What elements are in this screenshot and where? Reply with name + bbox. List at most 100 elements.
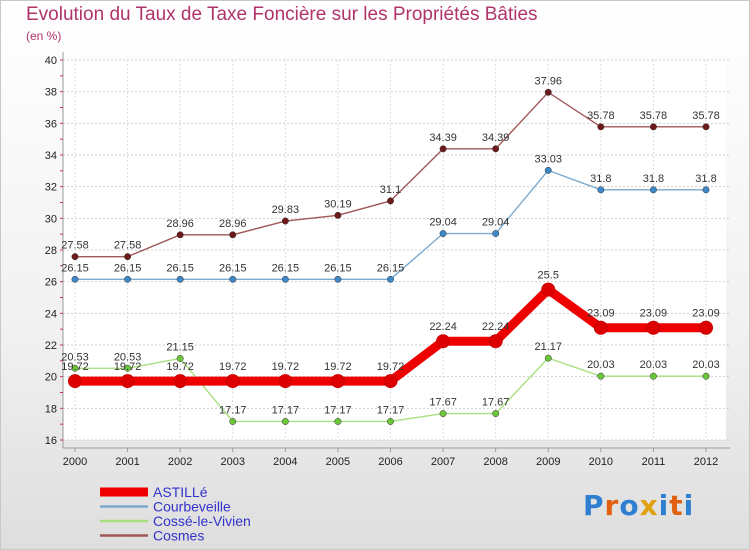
x-tick-label: 2008 <box>483 456 507 468</box>
series-point-2 <box>387 418 394 425</box>
series-point-0 <box>278 374 293 389</box>
series-point-3 <box>281 217 289 225</box>
data-label: 27.58 <box>61 240 89 252</box>
data-label: 26.15 <box>114 262 142 274</box>
data-label: 23.09 <box>692 308 720 320</box>
x-tick-label: 2000 <box>63 456 87 468</box>
series-point-1 <box>544 166 552 174</box>
data-label: 35.78 <box>640 110 668 122</box>
y-tick-label: 20 <box>45 372 57 384</box>
data-label: 20.53 <box>61 351 89 363</box>
series-point-3 <box>492 145 500 153</box>
series-point-2 <box>492 410 500 418</box>
y-tick-label: 18 <box>45 403 57 415</box>
series-point-0 <box>68 374 82 389</box>
series-point-1 <box>71 275 79 283</box>
series-point-0 <box>383 374 398 389</box>
data-label: 27.58 <box>114 240 142 252</box>
x-tick-label: 2002 <box>168 456 192 468</box>
series-point-3 <box>649 123 657 131</box>
series-point-1 <box>124 275 132 283</box>
data-label: 30.19 <box>324 198 352 210</box>
data-label: 26.15 <box>219 262 247 274</box>
y-tick-label: 28 <box>45 245 57 257</box>
series-point-2 <box>334 418 342 425</box>
series-point-0 <box>541 282 556 297</box>
legend-label: ASTILLé <box>153 484 208 500</box>
x-tick-label: 2001 <box>115 456 139 468</box>
series-point-1 <box>439 230 447 237</box>
series-point-1 <box>176 275 184 283</box>
data-label: 20.03 <box>587 359 615 371</box>
x-tick-label: 2005 <box>326 456 350 468</box>
data-label: 26.15 <box>377 262 405 274</box>
series-point-0 <box>646 320 661 335</box>
data-label: 19.72 <box>61 361 89 373</box>
x-tick-label: 2010 <box>589 456 613 468</box>
data-label: 19.72 <box>377 361 405 373</box>
data-label: 37.96 <box>534 75 562 87</box>
data-label: 26.15 <box>324 262 352 274</box>
proxiti-logo: Proxiti <box>583 489 694 522</box>
data-label: 31.1 <box>380 184 401 196</box>
data-label: 17.17 <box>272 404 300 416</box>
logo-letter: o <box>619 489 640 522</box>
legend-label: Courbeveille <box>153 499 231 515</box>
series-point-3 <box>124 253 132 261</box>
data-label: 35.78 <box>692 110 720 122</box>
data-label: 17.17 <box>324 404 352 416</box>
data-label: 19.72 <box>324 361 352 373</box>
y-tick-label: 36 <box>45 118 57 130</box>
data-label: 28.96 <box>166 218 194 230</box>
logo-letter: P <box>583 489 605 522</box>
data-label: 35.78 <box>587 110 615 122</box>
x-tick-label: 2007 <box>431 456 455 468</box>
series-point-0 <box>488 334 503 349</box>
chart-title: Evolution du Taux de Taxe Foncière sur l… <box>26 4 538 25</box>
logo-letter: x <box>639 489 659 522</box>
data-label: 29.04 <box>482 217 510 229</box>
series-point-2 <box>702 372 710 380</box>
series-point-1 <box>229 275 237 283</box>
series-point-1 <box>649 186 657 194</box>
y-tick-label: 34 <box>45 150 57 162</box>
series-point-1 <box>597 186 605 194</box>
x-tick-label: 2009 <box>536 456 560 468</box>
data-label: 29.04 <box>429 217 457 229</box>
series-point-1 <box>281 275 289 283</box>
x-tick-label: 2011 <box>642 456 666 468</box>
series-point-3 <box>439 145 447 153</box>
x-tick-label: 2003 <box>221 456 245 468</box>
series-point-3 <box>176 231 184 239</box>
series-point-0 <box>593 320 608 335</box>
series-point-1 <box>702 186 710 194</box>
data-label: 17.17 <box>219 404 247 416</box>
data-label: 19.72 <box>272 361 300 373</box>
data-label: 22.24 <box>482 321 510 333</box>
data-label: 23.09 <box>587 308 615 320</box>
data-label: 20.03 <box>692 359 720 371</box>
series-point-2 <box>124 364 132 372</box>
series-point-1 <box>387 275 394 283</box>
series-point-3 <box>597 123 605 131</box>
data-label: 34.39 <box>482 132 510 144</box>
data-label: 29.83 <box>272 204 300 216</box>
legend-label: Cosmes <box>153 528 204 544</box>
series-point-3 <box>229 231 237 239</box>
series-point-2 <box>439 410 447 418</box>
data-label: 26.15 <box>272 262 300 274</box>
data-label: 25.5 <box>538 270 559 282</box>
y-tick-label: 16 <box>45 435 57 447</box>
series-point-3 <box>334 211 342 219</box>
data-label: 26.15 <box>61 262 89 274</box>
series-point-2 <box>649 372 657 380</box>
data-label: 19.72 <box>166 361 194 373</box>
series-point-3 <box>71 253 79 261</box>
series-point-0 <box>436 334 451 349</box>
series-point-2 <box>176 355 184 362</box>
data-label: 33.03 <box>534 153 562 165</box>
x-tick-label: 2006 <box>378 456 402 468</box>
series-point-1 <box>334 275 342 283</box>
series-point-3 <box>544 88 552 96</box>
data-label: 20.53 <box>114 351 142 363</box>
